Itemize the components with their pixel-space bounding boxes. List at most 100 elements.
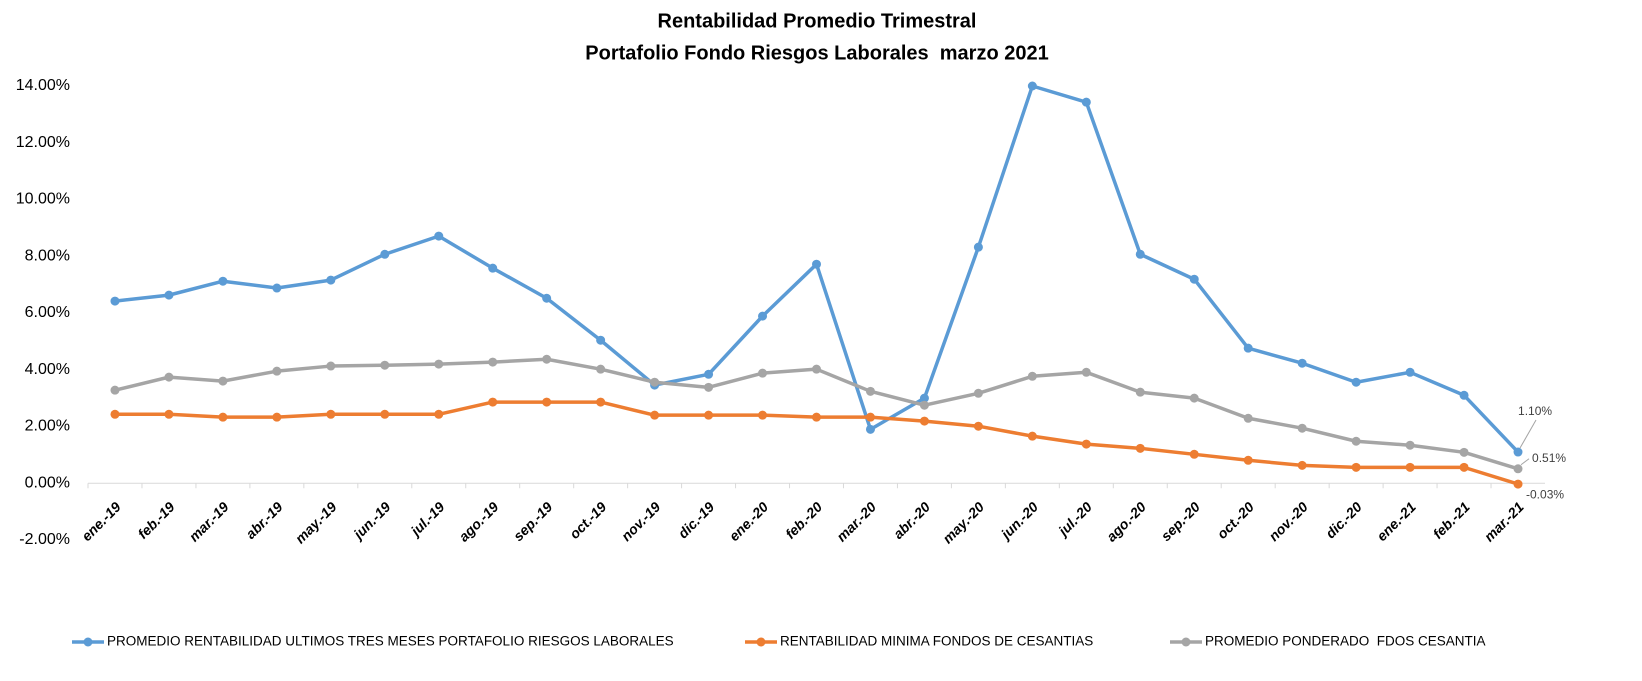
y-tick-label: 10.00% [16,191,70,208]
data-point [812,412,821,422]
data-point [704,369,714,379]
data-point [596,364,606,374]
data-point [758,311,768,321]
data-point [218,412,228,422]
data-point [1081,97,1091,107]
data-point [380,360,390,370]
data-point [919,416,929,426]
x-tick-label: jun.-19 [349,499,394,544]
data-point [164,409,174,419]
legend-marker [83,637,93,647]
data-point [434,231,444,241]
data-point [812,259,821,269]
y-tick-label: 6.00% [25,304,70,321]
data-point [973,242,983,252]
data-point [1027,431,1037,441]
data-point [1135,249,1145,259]
x-tick-label: ago.-19 [455,499,501,545]
data-point [865,412,875,422]
data-point [650,410,660,420]
data-point [110,385,120,395]
data-point [542,397,552,407]
data-point [1189,393,1199,403]
data-point [434,409,444,419]
data-point [272,283,282,293]
x-tick-label: jul.-20 [1054,499,1095,540]
chart-subtitle: Portafolio Fondo Riesgos Laborales marzo… [585,42,1048,64]
data-point [596,397,606,407]
leader-line [1520,458,1530,466]
y-tick-label: 4.00% [25,361,70,378]
data-label: 0.51% [1532,451,1566,465]
x-tick-label: ago.-20 [1103,499,1149,545]
data-point [1297,358,1307,368]
data-point [650,377,660,387]
x-tick-label: mar.-20 [833,499,879,545]
y-tick-label: 12.00% [16,134,70,151]
x-tick-label: jun.-20 [996,499,1041,544]
data-point [865,424,875,434]
x-tick-label: mar.-21 [1481,499,1527,545]
data-point [973,388,983,398]
x-tick-label: feb.-19 [134,499,177,542]
x-tick-label: feb.-21 [1430,499,1473,542]
data-point [380,409,390,419]
data-label: -0.03% [1526,487,1564,501]
data-label: 1.10% [1518,404,1552,418]
x-tick-label: may.-20 [939,499,987,547]
leader-line [1519,419,1537,449]
data-point [488,357,498,367]
data-point [488,263,498,273]
x-tick-label: sep.-19 [510,499,556,545]
data-point [812,364,821,374]
legend-label: PROMEDIO RENTABILIDAD ULTIMOS TRES MESES… [107,634,674,649]
data-point [326,409,336,419]
y-tick-label: 8.00% [25,247,70,264]
x-tick-label: abr.-19 [242,499,285,542]
data-point [110,296,120,306]
x-tick-label: ene.-21 [1373,499,1419,545]
data-point [1513,464,1523,474]
x-tick-label: may.-19 [292,499,340,547]
data-point [1135,443,1145,453]
data-point [1459,447,1469,457]
legend-label: PROMEDIO PONDERADO FDOS CESANTIA [1205,634,1486,649]
x-tick-label: oct.-19 [566,499,609,542]
data-point [380,249,390,259]
data-point [326,275,336,285]
data-point [164,290,174,300]
x-tick-label: sep.-20 [1158,499,1204,545]
data-point [1189,274,1199,284]
data-point [758,410,768,420]
chart-title: Rentabilidad Promedio Trimestral [658,10,977,32]
data-point [1027,81,1037,91]
x-tick-label: feb.-20 [782,499,825,542]
data-point [1459,462,1469,472]
data-point [919,400,929,410]
data-point [596,335,606,345]
x-tick-label: oct.-20 [1214,499,1257,542]
data-point [1297,423,1307,433]
data-point [1513,447,1523,457]
data-point [272,412,282,422]
data-point [1459,390,1469,400]
data-point [434,359,444,369]
data-point [272,366,282,376]
data-point [973,421,983,431]
x-tick-label: nov.-20 [1265,499,1311,545]
data-point [110,409,120,419]
x-tick-label: mar.-19 [186,499,232,545]
x-tick-label: dic.-20 [1322,499,1365,542]
data-point [758,368,768,378]
x-tick-label: abr.-20 [890,499,933,542]
data-point [865,386,875,396]
x-tick-label: dic.-19 [675,499,718,542]
data-point [542,354,552,364]
data-point [1081,367,1091,377]
legend-marker [1181,637,1191,647]
legend-label: RENTABILIDAD MINIMA FONDOS DE CESANTIAS [780,634,1093,649]
data-point [1297,460,1307,470]
y-tick-label: -2.00% [19,531,70,548]
data-point [1405,440,1415,450]
